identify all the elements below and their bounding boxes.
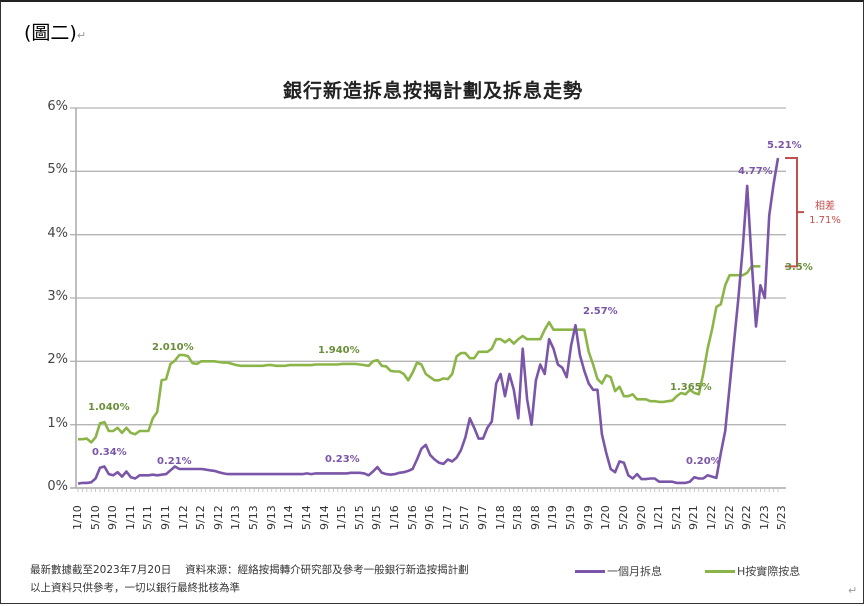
x-tick-label: 9/18 xyxy=(528,505,542,530)
x-tick-label: 1/11 xyxy=(123,505,137,530)
legend-item-hplan: H按實際按息 xyxy=(705,563,800,579)
x-tick-label: 5/18 xyxy=(511,505,525,530)
x-tick-label: 1/20 xyxy=(599,505,613,530)
y-tick-label: 0% xyxy=(47,479,68,494)
data-label: 1.940% xyxy=(318,345,360,356)
bracket-shape xyxy=(785,157,804,268)
x-tick-label: 5/19 xyxy=(564,505,578,530)
series-lines xyxy=(77,157,780,485)
y-tick-label: 5% xyxy=(47,162,68,178)
data-label: 0.34% xyxy=(92,447,127,458)
x-tick-label: 9/16 xyxy=(423,505,437,530)
x-tick-label: 1/12 xyxy=(176,505,190,530)
data-label: 2.010% xyxy=(152,342,194,353)
x-tick-label: 5/15 xyxy=(352,505,366,530)
y-tick-label: 6% xyxy=(47,99,68,114)
x-tick-label: 1/10 xyxy=(71,505,84,530)
data-label: 3.5% xyxy=(785,262,813,273)
x-tick-label: 1/22 xyxy=(704,505,718,530)
y-tick-label: 3% xyxy=(47,289,68,304)
chart-title: 銀行新造拆息按揭計劃及拆息走勢 xyxy=(282,80,583,102)
x-tick-label: 1/15 xyxy=(335,505,349,530)
data-label: 0.20% xyxy=(686,456,721,467)
x-tick-label: 9/14 xyxy=(317,505,331,530)
data-label: 1.040% xyxy=(88,402,130,413)
legend-swatch-green xyxy=(705,569,735,573)
data-label: 0.23% xyxy=(325,454,360,465)
x-tick-label: 5/11 xyxy=(141,505,155,530)
x-tick-label: 9/22 xyxy=(740,505,754,530)
x-tick-label: 5/13 xyxy=(247,505,261,530)
x-tick-label: 9/10 xyxy=(106,505,120,530)
data-label: 5.21% xyxy=(767,140,802,151)
x-tick-label: 9/20 xyxy=(634,505,648,530)
gridlines xyxy=(70,107,786,426)
difference-label-value: 1.71% xyxy=(809,215,841,226)
difference-bracket xyxy=(785,157,804,268)
series-line xyxy=(77,157,780,485)
x-tick-label: 1/17 xyxy=(440,505,454,530)
x-tick-label: 9/17 xyxy=(476,505,490,530)
legend-item-hibor: 一個月拆息 xyxy=(575,563,662,579)
x-tick-label: 5/17 xyxy=(458,505,472,530)
source-note: 最新數據截至2023年7月20日 資料來源：經絡按揭轉介研究部及參考一般銀行新造… xyxy=(30,564,469,576)
difference-label-title: 相差 xyxy=(815,201,835,212)
x-tick-label: 9/15 xyxy=(370,505,384,530)
x-tick-label: 5/16 xyxy=(405,505,419,530)
legend-swatch-purple xyxy=(575,569,605,573)
x-tick-label: 5/14 xyxy=(299,505,313,530)
data-label: 2.57% xyxy=(583,306,618,317)
difference-label: 相差 1.71% xyxy=(800,197,850,226)
data-label: 4.77% xyxy=(738,166,773,177)
x-tick-label: 1/16 xyxy=(387,505,401,530)
x-tick-label: 9/21 xyxy=(687,505,701,530)
x-tick-label: 9/13 xyxy=(264,505,278,530)
figure-label: (圖二)↵ xyxy=(24,18,86,45)
x-tick-label: 1/18 xyxy=(493,505,507,530)
x-tick-label: 1/14 xyxy=(282,505,296,530)
x-tick-label: 5/22 xyxy=(722,505,736,530)
data-label: 0.21% xyxy=(157,456,192,467)
legend-label: H按實際按息 xyxy=(737,565,801,578)
data-label: 1.365% xyxy=(670,382,712,393)
x-tick-label: 5/21 xyxy=(669,505,683,530)
figure-label-text: (圖二) xyxy=(24,22,77,44)
x-tick-label: 5/12 xyxy=(194,505,208,530)
disclaimer-note: 以上資料只供參考，一切以銀行最終批核為準 xyxy=(30,582,240,594)
x-tick-label: 9/11 xyxy=(159,505,173,530)
y-tick-label: 1% xyxy=(47,415,68,431)
series-line xyxy=(78,264,761,444)
x-tick-label: 1/21 xyxy=(652,505,666,530)
y-tick-label: 4% xyxy=(47,225,68,241)
x-tick-label: 9/12 xyxy=(211,505,225,530)
x-tick-label: 1/19 xyxy=(546,505,560,530)
paragraph-mark-end: ↵ xyxy=(848,584,858,597)
axes xyxy=(70,108,786,492)
x-tick-label: 1/23 xyxy=(757,505,771,530)
paragraph-mark: ↵ xyxy=(76,29,87,42)
x-tick-label: 9/19 xyxy=(581,505,595,530)
x-tick-label: 1/13 xyxy=(229,505,243,530)
legend-label: 一個月拆息 xyxy=(607,565,662,578)
x-tick-label: 5/10 xyxy=(88,505,102,530)
x-tick-label: 5/20 xyxy=(616,505,630,530)
y-tick-label: 2% xyxy=(47,352,68,368)
x-tick-label: 5/23 xyxy=(775,505,789,530)
